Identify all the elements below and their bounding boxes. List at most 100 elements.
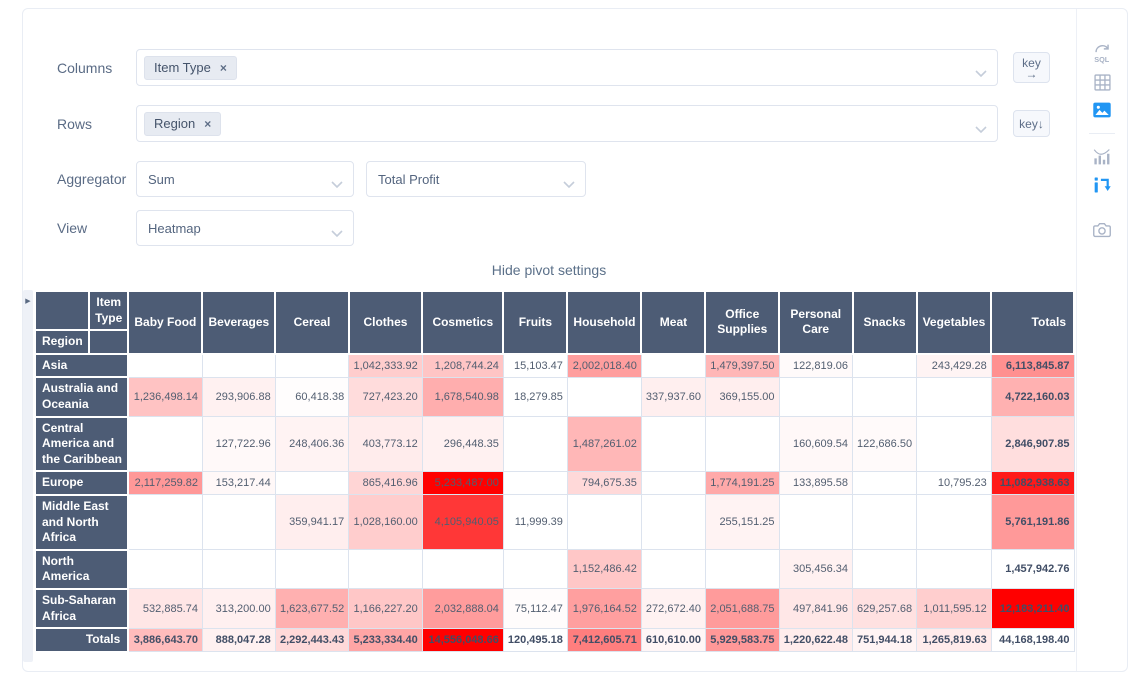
visualization-icon-rail: SQL: [1076, 9, 1127, 671]
pivot-cell: 369,155.00: [704, 376, 780, 418]
rows-control-row: Rows Region × key↓: [57, 105, 1075, 142]
pivot-cell: [916, 549, 992, 590]
pivot-cell: [640, 416, 706, 472]
pivot-cell: 1,166,227.20: [348, 588, 423, 629]
row-total-cell: 4,722,160.03: [990, 376, 1075, 418]
arrow-down-icon: ↓: [1037, 116, 1044, 131]
pivot-cell: 727,423.20: [348, 376, 423, 418]
pivot-row: Sub-Saharan Africa 532,885.74 313,200.00 1,…: [33, 587, 1075, 630]
chevron-down-icon: [331, 225, 343, 243]
pivot-cell: 160,609.54: [778, 416, 854, 472]
aggregator-select[interactable]: Sum: [136, 161, 354, 197]
rows-label: Rows: [57, 115, 93, 132]
hide-pivot-settings-link[interactable]: Hide pivot settings: [491, 262, 607, 278]
chevron-down-icon: [331, 176, 343, 194]
key-label: key: [1019, 116, 1038, 131]
col-total-cell: 1,265,819.63: [916, 627, 992, 653]
rows-tag[interactable]: Region ×: [144, 111, 222, 136]
camera-icon[interactable]: [1090, 218, 1114, 242]
col-total-cell: 751,944.18: [852, 627, 918, 653]
pivot-cell: 11,999.39: [502, 494, 568, 551]
column-header: Clothes: [347, 290, 424, 355]
col-total-cell: 120,495.18: [502, 627, 568, 653]
corner-cell-2: [88, 329, 130, 355]
table-grid-icon[interactable]: [1090, 70, 1114, 94]
pivot-cell: 243,429.28: [916, 353, 992, 378]
pivot-cell: [127, 416, 203, 472]
pivot-cell: 127,722.96: [201, 416, 276, 472]
pivot-cell: 497,841.96: [778, 588, 854, 629]
rows-key-order-button[interactable]: key↓: [1013, 110, 1050, 137]
pivot-cell: 359,941.17: [274, 494, 350, 551]
col-total-cell: 610,610.00: [640, 627, 706, 653]
pivot-cell: 1,028,160.00: [348, 494, 423, 551]
pivot-cell: [274, 470, 350, 496]
expand-handle-icon: ▶: [25, 298, 31, 305]
pivot-row: Central America and the Caribbean 127,722…: [33, 415, 1075, 473]
pivot-cell: 629,257.68: [852, 588, 918, 629]
remove-tag-icon[interactable]: ×: [204, 116, 212, 131]
row-axis-label: Region: [33, 329, 91, 355]
pivot-cell: 865,416.96: [348, 470, 423, 496]
pivot-cell: [916, 376, 992, 418]
pivot-cell: 2,002,018.40: [566, 353, 642, 378]
row-header: North America: [33, 548, 130, 590]
pivot-cell: [274, 353, 350, 378]
pivot-cell: [348, 549, 423, 590]
row-header: Central America and the Caribbean: [33, 415, 130, 473]
pivot-cell: [852, 470, 918, 496]
column-header: Beverages: [201, 290, 277, 355]
column-header: Snacks: [851, 290, 918, 355]
col-total-cell: 5,929,583.75: [704, 627, 780, 653]
pivot-cell: 1,479,397.50: [704, 353, 780, 378]
remove-tag-icon[interactable]: ×: [219, 60, 227, 75]
visualization-image-icon[interactable]: [1090, 98, 1114, 122]
pivot-cell: [704, 549, 780, 590]
columns-tag[interactable]: Item Type ×: [144, 55, 237, 80]
pivot-cell: 1,042,333.92: [348, 353, 423, 378]
collapse-handle[interactable]: ▶: [23, 290, 33, 662]
pivot-cell: 1,678,540.98: [421, 376, 504, 418]
pivot-cell: 1,976,164.52: [566, 588, 642, 629]
pivot-cell: 1,623,677.52: [274, 588, 350, 629]
pivot-cell: 794,675.35: [566, 470, 642, 496]
pivot-cell: 60,418.38: [274, 376, 350, 418]
pivot-table-zone: ▶ Item Type Baby Food Beverages Cereal Cloth…: [23, 289, 1075, 662]
chevron-down-icon: [975, 121, 987, 139]
pivot-cell: 133,895.58: [778, 470, 854, 496]
rows-multiselect[interactable]: Region ×: [136, 105, 998, 142]
col-total-cell: 7,412,605.71: [566, 627, 642, 653]
pivot-cell: 18,279.85: [502, 376, 568, 418]
pivot-cell: 337,937.60: [640, 376, 706, 418]
view-select[interactable]: Heatmap: [136, 210, 354, 246]
pivot-cell: 2,032,888.04: [421, 588, 504, 629]
row-total-cell: 11,082,938.63: [990, 470, 1075, 496]
col-total-cell: 1,220,622.48: [778, 627, 854, 653]
pivot-cell: 1,152,486.42: [566, 549, 642, 590]
pivot-cell: 10,795.23: [916, 470, 992, 496]
pivot-icon[interactable]: [1090, 173, 1114, 197]
columns-key-order-button[interactable]: key →: [1013, 52, 1050, 83]
pivot-cell: [778, 494, 854, 551]
pivot-cell: 272,672.40: [640, 588, 706, 629]
pivot-cell: 1,774,191.25: [704, 470, 780, 496]
pivot-cell: 1,011,595.12: [916, 588, 992, 629]
column-header: Office Supplies: [704, 290, 780, 355]
pivot-cell: 403,773.12: [348, 416, 423, 472]
columns-multiselect[interactable]: Item Type ×: [136, 49, 998, 86]
view-control-row: View Heatmap: [57, 210, 1075, 246]
row-total-cell: 6,113,845.87: [990, 353, 1075, 378]
corner-cell: [33, 289, 91, 332]
column-header: Personal Care: [778, 290, 854, 355]
pivot-cell: [852, 353, 918, 378]
bar-chart-icon[interactable]: [1090, 145, 1114, 169]
pivot-cell: [916, 494, 992, 551]
pivot-cell: 1,487,261.02: [566, 416, 642, 472]
totals-column-header: Totals: [990, 290, 1075, 355]
pivot-cell: [640, 494, 706, 551]
pivot-cell: [566, 494, 642, 551]
aggregator-argument-select[interactable]: Total Profit: [366, 161, 586, 197]
pivot-cell: 75,112.47: [502, 588, 568, 629]
pivot-cell: 4,105,940.05: [421, 494, 504, 551]
sql-icon[interactable]: SQL: [1090, 42, 1114, 66]
